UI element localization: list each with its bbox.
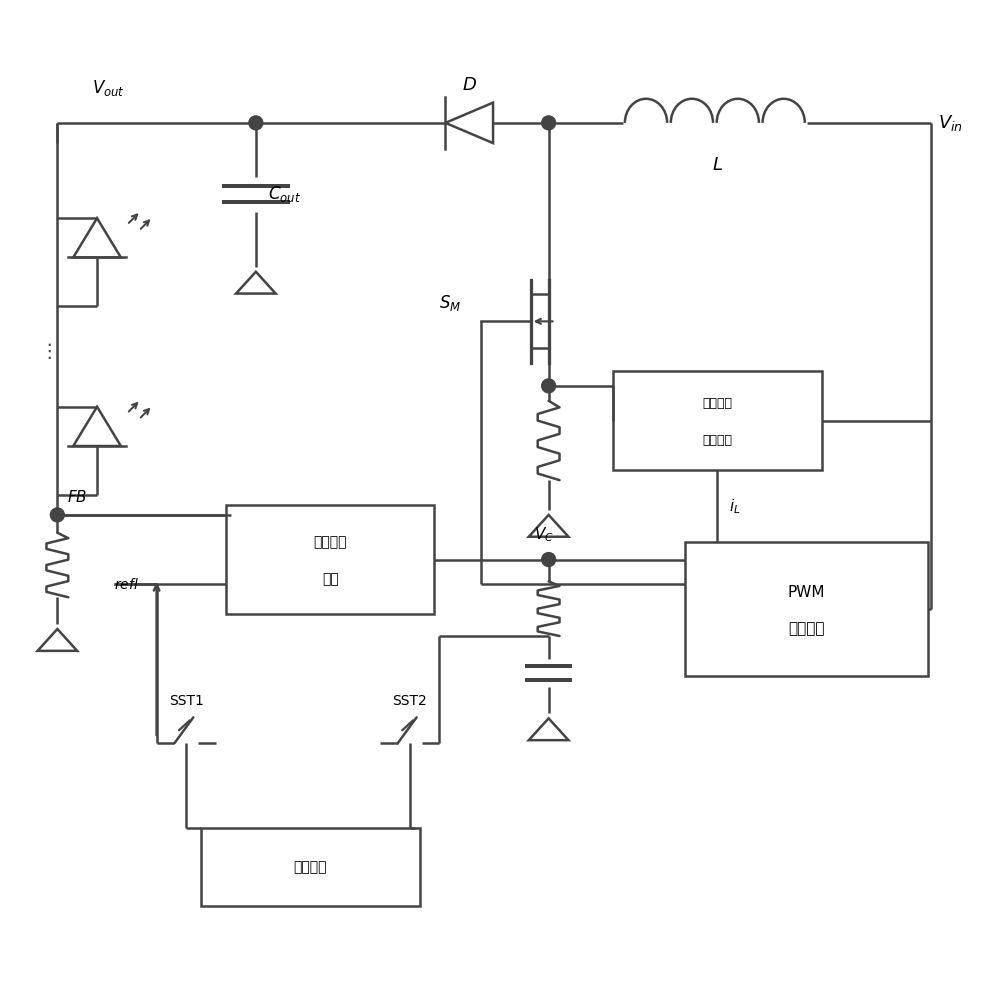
Text: 控制电路: 控制电路: [788, 622, 825, 637]
Text: $L$: $L$: [712, 156, 723, 174]
Text: 检测电路: 检测电路: [703, 434, 733, 447]
Circle shape: [249, 116, 262, 130]
Text: SST2: SST2: [392, 694, 427, 708]
Circle shape: [51, 508, 64, 522]
Text: 阈值电路: 阈值电路: [293, 860, 327, 874]
Text: SST1: SST1: [169, 694, 204, 708]
Text: 电路: 电路: [322, 572, 338, 586]
Text: $i_L$: $i_L$: [730, 497, 741, 516]
Circle shape: [542, 553, 556, 566]
Text: $\vdots$: $\vdots$: [39, 341, 52, 361]
Text: $D$: $D$: [462, 76, 477, 94]
Text: 误差放大: 误差放大: [313, 536, 347, 550]
Text: 电感电流: 电感电流: [703, 397, 733, 410]
Text: $V_{in}$: $V_{in}$: [938, 113, 963, 133]
Text: $V_{out}$: $V_{out}$: [92, 78, 125, 98]
Text: $C_{out}$: $C_{out}$: [267, 184, 300, 204]
Circle shape: [542, 379, 556, 393]
Text: $refl$: $refl$: [114, 577, 139, 592]
Text: $V_C$: $V_C$: [534, 525, 554, 544]
Text: $FB$: $FB$: [67, 489, 88, 505]
Text: PWM: PWM: [787, 585, 825, 600]
Circle shape: [542, 116, 556, 130]
Text: $S_M$: $S_M$: [439, 293, 461, 313]
